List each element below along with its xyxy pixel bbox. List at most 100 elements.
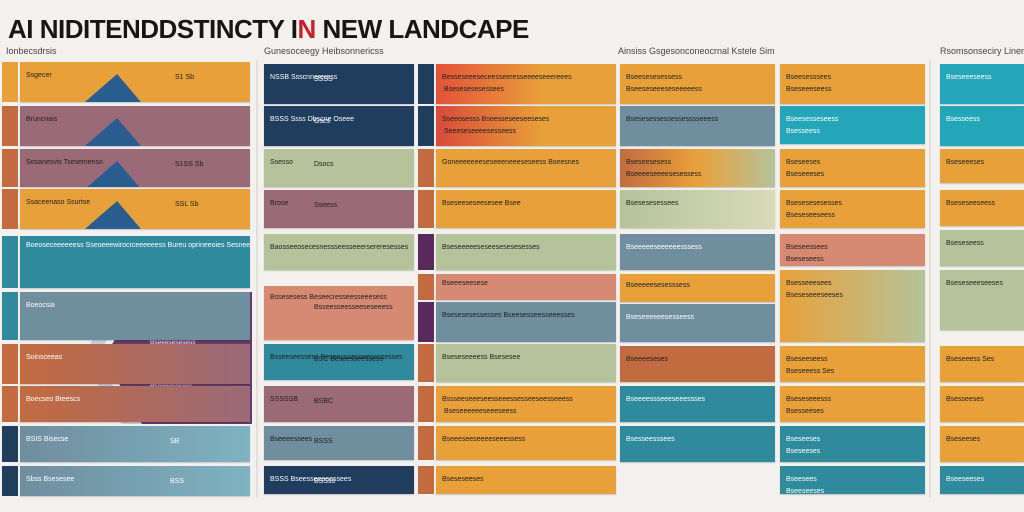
item-label: Bseesesseseess [786, 116, 839, 123]
list-item: Bssseeseeeseesseeessesseeseesseeess Bsese… [436, 386, 616, 422]
list-item: Bseseessees Bseseseess [780, 234, 925, 266]
list-item: Sosanesvis Tsesemenso S1SS Sb [20, 149, 250, 187]
item-value: Bseseeess Ses [786, 368, 835, 375]
list-item: Bssesesess Beseecresseesseeesess Bsseesse… [264, 286, 414, 340]
item-label: NSSB Ssscnnereress [270, 74, 338, 81]
item-value: Sseess [314, 202, 337, 209]
list-item: Bseseeeses [940, 149, 1024, 183]
item-value: BSS [170, 478, 185, 485]
item-value: Bseseeses [786, 448, 821, 455]
item-value: Bseseseeseess [786, 212, 836, 219]
item-label: BSSS Ssss Dbscne Oseee [270, 116, 355, 123]
item-label: Bruncnais [26, 116, 58, 123]
title-part1: AI NIDITENDDSTINCTY I [8, 14, 298, 44]
row-marker [418, 149, 434, 187]
item-value: Bseseeses [946, 436, 981, 443]
item-value: Bseeseseeeseseeeeess [626, 86, 702, 93]
row-marker [418, 64, 434, 104]
list-item: Bseseeeeeesesseess [620, 304, 775, 342]
item-label: Bseeeseesese [442, 280, 488, 287]
list-item: Bseseeseess Bseseeess Ses [780, 346, 925, 382]
item-label: Bssseeseeeseesseeessesseeseesseeess [442, 396, 573, 403]
list-item: Bseeeseeseeeeseeessess [436, 426, 616, 460]
item-label: Bsesesesesesses [786, 200, 843, 207]
item-value: Bsesesesesessees [444, 86, 504, 93]
item-value: Bseeseeses [786, 488, 825, 494]
item-value: SB [170, 438, 180, 445]
list-item: Bsesseeses [940, 386, 1024, 422]
list-item: Bseesees Bseeseeses [780, 466, 925, 494]
trend-wedge-icon [84, 118, 152, 146]
item-label: Bseseeseess [786, 356, 828, 363]
item-value: S1SS Sb [175, 161, 204, 168]
title-red-letter: N [297, 14, 316, 44]
list-item: Bseseeses Bseseeses [780, 426, 925, 462]
list-item: Ssgecer S1 Sb [20, 62, 250, 102]
row-marker [418, 234, 434, 270]
list-item: Bseesesssees Bseseeeseess [780, 64, 925, 104]
item-label: Ssesso [270, 159, 293, 166]
list-item: Bseesesesessess Bseeseseeeseseeeeess [620, 64, 775, 104]
list-item: Sbss Bsesesee BSS [20, 466, 250, 496]
item-value: SSSS [314, 76, 333, 83]
item-label: Bseeeeeseeeeeesssess [626, 244, 702, 251]
item-label: Ssaceenaso Ssurtse [26, 199, 91, 206]
row-marker [418, 274, 434, 300]
item-value: Bsseesseesseeseseeess [314, 304, 393, 311]
item-label: SSSSSB [270, 396, 299, 403]
list-item: Sseeosesss Bseesseseeseeseses Seeeseseeee… [436, 106, 616, 146]
item-label: Baosseeosecesnessseesseeersereresesses [270, 244, 409, 251]
item-value: Bseseseeeseeses [946, 280, 1003, 287]
list-item: Bsseeseessess Beseessnesseesessesses BSC … [264, 344, 414, 380]
row-marker [418, 466, 434, 494]
item-label: Bsseeseessess Beseessnesseesessesses [270, 354, 403, 361]
item-value: Bseseeeeeeseeeseess [444, 408, 517, 415]
item-label: Soinsceeas [26, 354, 63, 361]
list-item: Boeocsia [20, 292, 250, 340]
item-label: Goneeeeeeeseseeeneeeseseess Bseesnes [442, 159, 579, 166]
subheading-2: Gunesoceegy Heibsonnericss [264, 46, 384, 56]
item-label: Bseeeeesesesssess [626, 282, 690, 289]
subheading-3: Ainsiss Gsgesonconeocrnal Kstele Sim [618, 46, 775, 56]
item-label: Bseeeessseeeseeessses [626, 396, 705, 403]
item-label: Bseesesesessess [626, 74, 683, 81]
list-item: Bseseseess [940, 230, 1024, 266]
item-value: Bseeeeseeeesesessess [626, 171, 702, 178]
list-item: Boeoseceeeeeess Sseoeeewirocrceeeeeess B… [20, 236, 250, 288]
list-item: SSSSSB BSBC [264, 386, 414, 422]
column-divider [929, 60, 931, 498]
list-item: Bsesesessessessesssseeess [620, 106, 775, 146]
row-marker [418, 106, 434, 146]
row-marker [2, 426, 18, 462]
list-item: Bseseeeeeseseesesesesesses [436, 234, 616, 270]
item-value: BSBC [314, 398, 334, 405]
item-label: Bsesesesessees [626, 200, 679, 207]
list-item: Bseeeseesese [436, 274, 616, 300]
item-label: Ssgecer [26, 72, 52, 79]
row-marker [2, 62, 18, 102]
item-label: Bseseeses [786, 436, 821, 443]
row-marker [418, 386, 434, 422]
row-marker [2, 236, 18, 288]
list-item: Besseseeeseceesseeresseeeeseeereees Bsese… [436, 64, 616, 104]
item-value: Seeeseseeeesesseess [444, 128, 516, 135]
list-item: Bseeeeesesesssess [620, 274, 775, 302]
list-item: Bseeeessees BSSS [264, 426, 414, 460]
row-marker [418, 426, 434, 460]
list-item: Bseseseeeess Bsesesee [436, 344, 616, 382]
row-marker [2, 386, 18, 422]
item-label: Bseseeeeeseseesesesesesses [442, 244, 540, 251]
item-label: Bseseeeeeesesseess [626, 314, 695, 321]
list-item: Bseseeeseess [940, 64, 1024, 104]
item-value: Bseseeeses [786, 171, 825, 178]
trend-wedge-icon [84, 74, 152, 102]
list-item: Bsesesesessesses Bseesesseesseeesses [436, 302, 616, 342]
list-item: Bseseeses [940, 426, 1024, 462]
item-label: Bseesees [786, 476, 817, 483]
list-item: BSSS Ssss Dbscne Oseee Gscs [264, 106, 414, 146]
page-title: AI NIDITENDDSTINCTY IN NEW LANDCAPE [8, 14, 529, 45]
title-part2: NEW LANDCAPE [315, 14, 529, 44]
item-value: Bseseeeses [946, 159, 985, 166]
list-item: Bseesesseseess Bsesseess [780, 106, 925, 144]
list-item: Bseseseeses [436, 466, 616, 494]
